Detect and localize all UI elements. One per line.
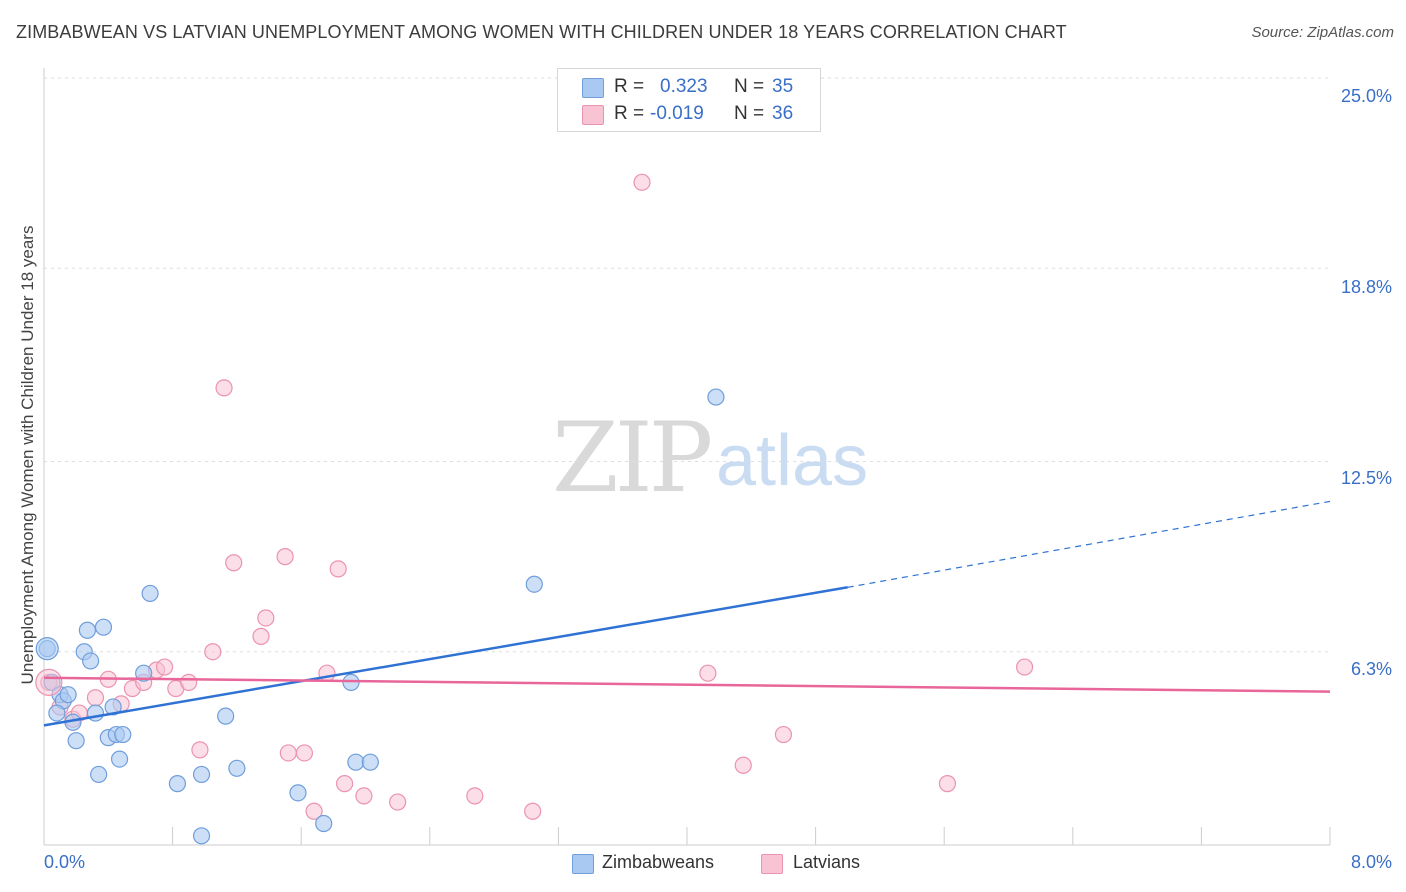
- zimbabwean-point: [289, 784, 307, 802]
- r-value: 0.323: [660, 76, 708, 97]
- latvian-point: [295, 744, 314, 762]
- watermark-zip: ZIP: [552, 402, 713, 514]
- source-label: Source: ZipAtlas.com: [1251, 24, 1394, 41]
- latvian-point: [1015, 658, 1034, 676]
- zimbabwean-point: [59, 686, 77, 704]
- zimbabwean-point: [141, 584, 159, 603]
- zimbabwean-point: [110, 750, 129, 768]
- n-label: N =: [734, 76, 765, 97]
- zimbabwean-point: [361, 753, 379, 771]
- latvian-point: [204, 643, 222, 661]
- latvian-point: [524, 802, 542, 820]
- zimbabwean-point: [707, 388, 725, 406]
- zimbabweans-label: Zimbabweans: [602, 852, 715, 872]
- x-tick-min: 0.0%: [44, 852, 86, 872]
- zimbabwean-point: [90, 765, 108, 784]
- y-tick-12-5: 12.5%: [1340, 468, 1392, 488]
- latvian-point: [355, 787, 373, 805]
- correlation-legend: R = 0.323 N = 35 R = -0.019 N = 36: [557, 68, 821, 132]
- zimbabwean-point: [168, 775, 187, 793]
- zimbabwean-point: [192, 765, 211, 784]
- latvian-point: [225, 554, 243, 572]
- zimbabwean-point: [525, 575, 543, 593]
- latvian-point: [276, 548, 294, 566]
- latvian-point: [774, 725, 793, 744]
- n-value: 36: [772, 103, 794, 124]
- latvian-point: [329, 560, 347, 578]
- r-value: -0.019: [650, 103, 704, 124]
- latvian-point: [35, 668, 63, 696]
- latvian-point: [279, 744, 297, 762]
- r-label: R =: [614, 103, 645, 124]
- zimbabwean-point: [35, 637, 59, 661]
- latvians-swatch: [582, 105, 604, 125]
- y-tick-6-3: 6.3%: [1350, 659, 1392, 679]
- zimbabwean-point: [48, 704, 66, 722]
- zimbabwean-point: [192, 827, 211, 845]
- n-label: N =: [734, 103, 765, 124]
- zimbabweans-swatch: [572, 854, 594, 874]
- zimbabwean-point: [347, 753, 365, 771]
- zimbabweans-trend-extension: [847, 500, 1331, 588]
- r-label: R =: [614, 76, 645, 97]
- latvian-point: [336, 775, 354, 793]
- latvian-point: [633, 173, 651, 191]
- latvian-point: [252, 627, 270, 645]
- zimbabwean-point: [217, 707, 235, 725]
- latvian-point: [191, 741, 209, 759]
- y-tick-18-8: 18.8%: [1340, 277, 1392, 297]
- latvian-point: [305, 802, 323, 820]
- zimbabwean-point: [94, 618, 113, 636]
- chart-title: ZIMBABWEAN VS LATVIAN UNEMPLOYMENT AMONG…: [16, 22, 1067, 42]
- zimbabwean-point: [114, 725, 132, 744]
- zimbabwean-point: [315, 814, 333, 833]
- latvian-point: [180, 673, 198, 691]
- latvian-point: [938, 775, 957, 793]
- latvian-point: [466, 787, 484, 805]
- latvian-point: [734, 756, 752, 774]
- latvian-point: [155, 658, 174, 676]
- zimbabweans-swatch: [582, 78, 604, 98]
- latvian-point: [699, 664, 717, 682]
- zimbabwean-point: [104, 698, 122, 716]
- y-tick-25-0: 25.0%: [1340, 86, 1392, 106]
- zimbabwean-point: [78, 621, 97, 639]
- n-value: 35: [772, 76, 794, 97]
- zimbabweans-trend-line: [43, 586, 848, 727]
- zimbabwean-point: [228, 759, 246, 777]
- latvians-label: Latvians: [793, 852, 861, 872]
- zimbabwean-point: [82, 652, 100, 670]
- latvian-point: [257, 609, 275, 627]
- x-tick-max: 8.0%: [1350, 852, 1392, 872]
- zimbabwean-point: [135, 664, 153, 682]
- latvians-trend-line: [43, 676, 1331, 693]
- latvian-point: [86, 689, 105, 707]
- zimbabwean-point: [67, 732, 85, 750]
- latvian-point: [389, 793, 407, 811]
- latvian-point: [215, 379, 233, 397]
- latvians-swatch: [761, 854, 783, 874]
